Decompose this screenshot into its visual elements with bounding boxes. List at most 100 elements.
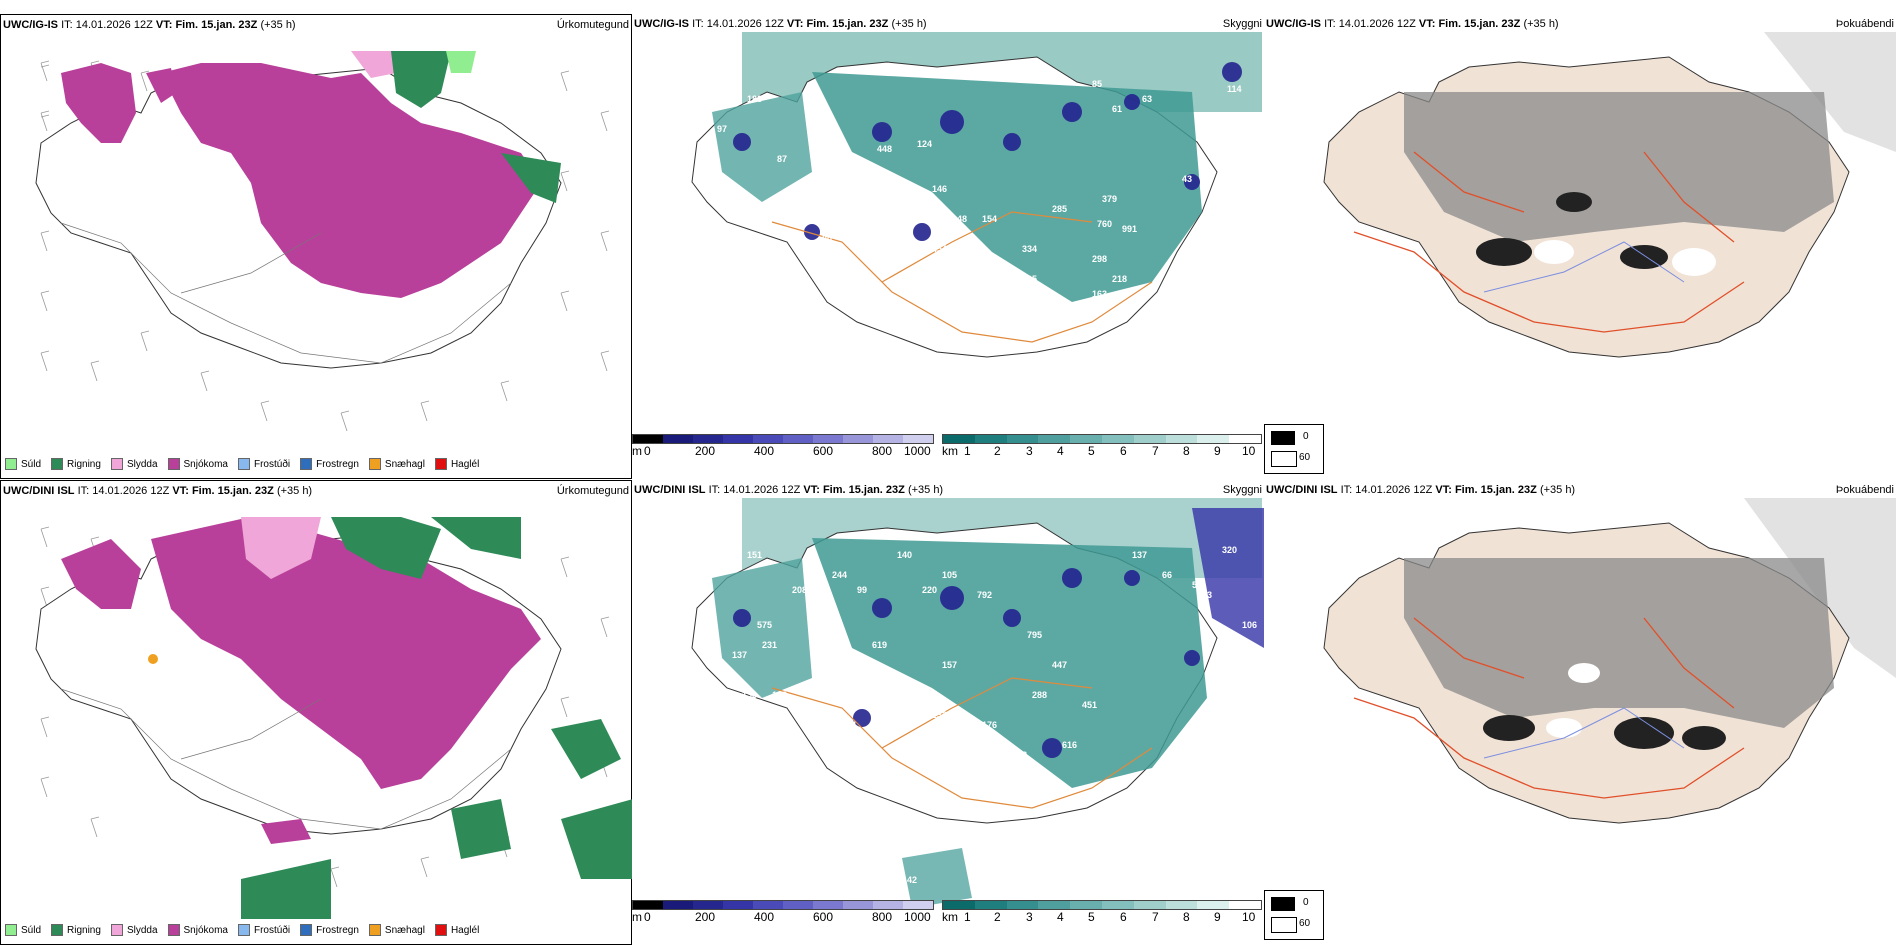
vis-label: 795 [1027,630,1042,640]
fog-legend-light-label: 60 [1299,918,1311,929]
fog-legend-dark-label: 0 [1303,431,1309,442]
vis-label: 334 [1022,244,1037,254]
vis-label: 454 [932,244,947,254]
panel-title-top-precip: UWC/IG-IS IT: 14.01.2026 12Z VT: Fim. 15… [3,19,296,31]
fog-panel-bottom: UWC/DINI ISL IT: 14.01.2026 12Z VT: Fim.… [1264,480,1896,945]
vis-label: 183 [747,94,762,104]
vis-label: 451 [1082,700,1097,710]
legend-swatch [300,458,313,470]
legend-swatch [368,458,381,470]
vis-label: 991 [1122,224,1137,234]
vis-label: 176 [982,720,997,730]
vis-label: 143 [772,690,787,700]
colorbar-m-strip [632,900,934,910]
legend-item-haglel: Haglél [434,924,479,936]
snow-area [61,63,541,298]
vis-label: 250 [887,279,902,289]
vis-label: 55 [1192,580,1202,590]
vis-label: 102 [1212,184,1227,194]
legend-item-snaehagl: Snæhagl [368,924,425,936]
visibility-panel-top: UWC/IG-IS IT: 14.01.2026 12Z VT: Fim. 15… [632,14,1264,479]
vis-label: 87 [777,154,787,164]
fog-legend-dark-label: 0 [1303,897,1309,908]
legend-swatch [434,458,447,470]
vis-label: 231 [762,640,777,650]
legend-item-haglel: Haglél [434,458,479,470]
legend-swatch [434,924,447,936]
visibility-labels-top: 94 183 97 87 111 80 85 839 305 250 454 3… [717,79,1242,299]
legend-item-frostudi: Frostúði [237,924,290,936]
vis-label: 305 [897,254,912,264]
visibility-panel-bottom: UWC/DINI ISL IT: 14.01.2026 12Z VT: Fim.… [632,480,1264,945]
vis-label: 408 [1012,750,1027,760]
roads [60,222,512,364]
fog-legend-bottom: 0 60 [1264,890,1324,940]
vis-label: 232 [932,710,947,720]
drizzle-area [446,51,476,73]
visibility-title: Skyggni [1222,18,1262,30]
vis-label: 140 [897,550,912,560]
panel-title-bottom-precip: UWC/DINI ISL IT: 14.01.2026 12Z VT: Fim.… [3,485,313,497]
legend-swatch [51,458,64,470]
legend-swatch [300,924,313,936]
vis-label: 619 [872,640,887,650]
fog-map-top [1323,32,1896,358]
panel-title-bottom-vis: UWC/DINI ISL IT: 14.01.2026 12Z VT: Fim.… [634,484,944,496]
fog-title: Þokuábendi [1835,18,1894,30]
vis-label: 839 [872,234,887,244]
vis-label: 111 [797,189,811,199]
legend-swatch [110,924,123,936]
visibility-map-top: 94 183 97 87 111 80 85 839 305 250 454 3… [691,32,1262,358]
vis-label: 85 [1092,79,1102,89]
legend-item-sudd: Súld [5,458,41,470]
vis-label: 137 [732,650,747,660]
fog-legend-light-swatch [1271,451,1297,467]
vis-label: 298 [1092,254,1107,264]
panel-title-bottom-fog: UWC/DINI ISL IT: 14.01.2026 12Z VT: Fim.… [1266,484,1576,496]
legend-swatch [5,924,17,936]
legend-swatch [237,458,250,470]
vis-label: 320 [1222,545,1237,555]
legend-item-rigning: Rigning [51,458,101,470]
legend-item-frostudi: Frostúði [237,458,290,470]
legend-item-snaehagl: Snæhagl [368,458,425,470]
colorbar-km-bottom: km 1 2 3 4 5 6 7 8 9 10 [942,900,1262,924]
legend-swatch [167,924,180,936]
legend-swatch [167,458,180,470]
vis-label: 760 [1097,219,1112,229]
vis-label: 61 [1112,104,1122,114]
precip-panel-bottom: UWC/DINI ISL IT: 14.01.2026 12Z VT: Fim.… [0,480,633,945]
vis-label: 43 [1182,174,1192,184]
visibility-title-bottom: Skyggni [1222,484,1262,496]
vis-label: 124 [917,139,932,149]
vis-label: 81 [847,720,857,730]
fog-legend-dark-swatch [1271,897,1295,911]
vis-label: 99 [857,585,867,595]
vis-label: 288 [1032,690,1047,700]
colorbar-m-bottom: m 0 200 400 600 800 1000 [632,900,934,924]
vis-label: 97 [717,124,727,134]
precip-panel-top: UWC/IG-IS IT: 14.01.2026 12Z VT: Fim. 15… [0,14,632,479]
fog-legend-top: 0 60 [1264,424,1324,474]
fog-map-bottom [1323,498,1896,824]
legend-swatch [110,458,123,470]
vis-label: 151 [747,550,762,560]
legend-swatch [237,924,250,936]
vis-label: 244 [832,570,847,580]
vis-label: 379 [1102,194,1117,204]
vis-label: 218 [1112,274,1127,284]
colorbar-km-top: km 1 2 3 4 5 6 7 8 9 10 [942,434,1262,458]
vis-label: 42 [907,875,917,885]
vis-label: 220 [922,585,937,595]
vis-label: 66 [1162,570,1172,580]
visibility-labels-bottom: 141 151 208 575 231 137 133 143 171 449 … [717,545,1257,885]
vis-label: 238 [972,274,987,284]
vis-label: 293 [1227,199,1242,209]
vis-label: 148 [952,214,967,224]
vis-label: 285 [1052,204,1067,214]
precip-legend-top: Súld Rigning Slydda Snjókoma Frostúði Fr… [5,458,479,470]
fog-legend-light-label: 60 [1299,452,1311,463]
vis-label: 449 [847,655,862,665]
fog-title-bottom: Þokuábendi [1835,484,1894,496]
vis-label: 106 [1242,620,1257,630]
